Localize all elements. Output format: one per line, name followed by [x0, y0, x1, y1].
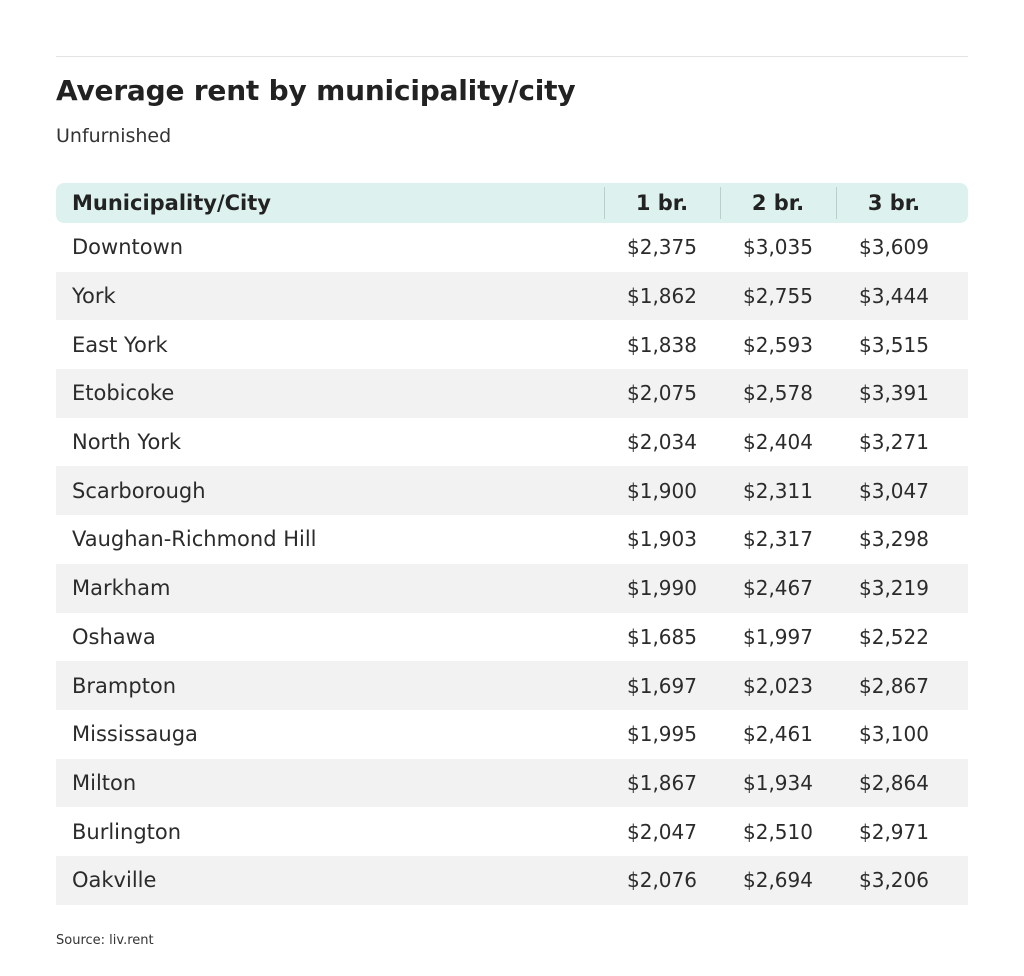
row-value-2br: $2,510 [743, 819, 813, 844]
row-municipality: Scarborough [72, 478, 206, 503]
row-value-1br: $2,075 [627, 381, 697, 406]
row-value-3br: $3,100 [859, 722, 929, 747]
column-separator [604, 187, 605, 219]
row-value-1br: $2,076 [627, 868, 697, 893]
row-value-1br: $1,697 [627, 673, 697, 698]
column-header-municipality: Municipality/City [72, 191, 271, 215]
row-value-2br: $2,694 [743, 868, 813, 893]
row-value-2br: $2,467 [743, 576, 813, 601]
table-row: Etobicoke $2,075 $2,578 $3,391 [56, 369, 968, 418]
row-value-2br: $2,311 [743, 478, 813, 503]
row-value-3br: $3,271 [859, 430, 929, 455]
row-municipality: Vaughan-Richmond Hill [72, 527, 317, 552]
row-municipality: Milton [72, 770, 137, 795]
column-separator [720, 187, 721, 219]
top-divider [56, 56, 968, 57]
row-municipality: Markham [72, 576, 171, 601]
rent-table: Municipality/City 1 br. 2 br. 3 br. Down… [56, 183, 968, 905]
row-municipality: York [72, 284, 116, 309]
row-value-1br: $1,903 [627, 527, 697, 552]
table-row: Downtown $2,375 $3,035 $3,609 [56, 223, 968, 272]
table-row: Scarborough $1,900 $2,311 $3,047 [56, 466, 968, 516]
row-value-2br: $2,404 [743, 430, 813, 455]
column-header-3br: 3 br. [867, 191, 921, 215]
row-municipality: North York [72, 430, 182, 455]
source-note: Source: liv.rent [56, 933, 154, 948]
row-municipality: Burlington [72, 819, 182, 844]
row-value-2br: $1,997 [743, 624, 813, 649]
table-row: East York $1,838 $2,593 $3,515 [56, 320, 968, 369]
row-municipality: East York [72, 332, 168, 357]
table-row: Milton $1,867 $1,934 $2,864 [56, 758, 968, 808]
row-value-1br: $1,995 [627, 722, 697, 747]
table-row: Burlington $2,047 $2,510 $2,971 [56, 807, 968, 856]
table-header: Municipality/City 1 br. 2 br. 3 br. [56, 183, 968, 223]
row-value-1br: $1,838 [627, 332, 697, 357]
row-value-3br: $3,609 [859, 235, 929, 260]
table-body: Downtown $2,375 $3,035 $3,609 York $1,862 $2,7… [56, 223, 968, 905]
table-row: Vaughan-Richmond Hill $1,903 $2,317 $3,298 [56, 515, 968, 564]
column-header-2br: 2 br. [751, 191, 805, 215]
row-value-3br: $2,522 [859, 624, 929, 649]
row-value-2br: $2,755 [743, 284, 813, 309]
row-value-2br: $2,023 [743, 673, 813, 698]
row-value-3br: $3,298 [859, 527, 929, 552]
row-value-3br: $2,864 [859, 770, 929, 795]
column-header-1br: 1 br. [635, 191, 689, 215]
row-value-1br: $2,375 [627, 235, 697, 260]
row-value-1br: $1,867 [627, 770, 697, 795]
row-municipality: Etobicoke [72, 381, 175, 406]
row-municipality: Mississauga [72, 722, 198, 747]
row-value-3br: $2,971 [859, 819, 929, 844]
chart-title: Average rent by municipality/city [56, 74, 576, 107]
row-value-3br: $3,206 [859, 868, 929, 893]
row-municipality: Oakville [72, 868, 157, 893]
table-row: Oshawa $1,685 $1,997 $2,522 [56, 613, 968, 662]
table-row: York $1,862 $2,755 $3,444 [56, 271, 968, 321]
row-value-1br: $2,034 [627, 430, 697, 455]
row-value-1br: $1,990 [627, 576, 697, 601]
row-value-2br: $2,593 [743, 332, 813, 357]
row-value-1br: $1,685 [627, 624, 697, 649]
row-value-3br: $3,515 [859, 332, 929, 357]
row-municipality: Oshawa [72, 624, 156, 649]
row-value-2br: $2,578 [743, 381, 813, 406]
row-value-2br: $3,035 [743, 235, 813, 260]
table-row: Markham $1,990 $2,467 $3,219 [56, 563, 968, 613]
row-municipality: Brampton [72, 673, 177, 698]
row-value-1br: $1,862 [627, 284, 697, 309]
row-value-1br: $2,047 [627, 819, 697, 844]
row-municipality: Downtown [72, 235, 184, 260]
row-value-3br: $3,444 [859, 284, 929, 309]
row-value-2br: $2,461 [743, 722, 813, 747]
row-value-3br: $3,391 [859, 381, 929, 406]
row-value-2br: $1,934 [743, 770, 813, 795]
row-value-3br: $3,219 [859, 576, 929, 601]
row-value-3br: $3,047 [859, 478, 929, 503]
row-value-3br: $2,867 [859, 673, 929, 698]
row-value-1br: $1,900 [627, 478, 697, 503]
table-row: Oakville $2,076 $2,694 $3,206 [56, 855, 968, 905]
chart-subtitle: Unfurnished [56, 125, 172, 147]
row-value-2br: $2,317 [743, 527, 813, 552]
table-row: Mississauga $1,995 $2,461 $3,100 [56, 710, 968, 759]
table-row: Brampton $1,697 $2,023 $2,867 [56, 661, 968, 710]
column-separator [836, 187, 837, 219]
table-row: North York $2,034 $2,404 $3,271 [56, 418, 968, 467]
